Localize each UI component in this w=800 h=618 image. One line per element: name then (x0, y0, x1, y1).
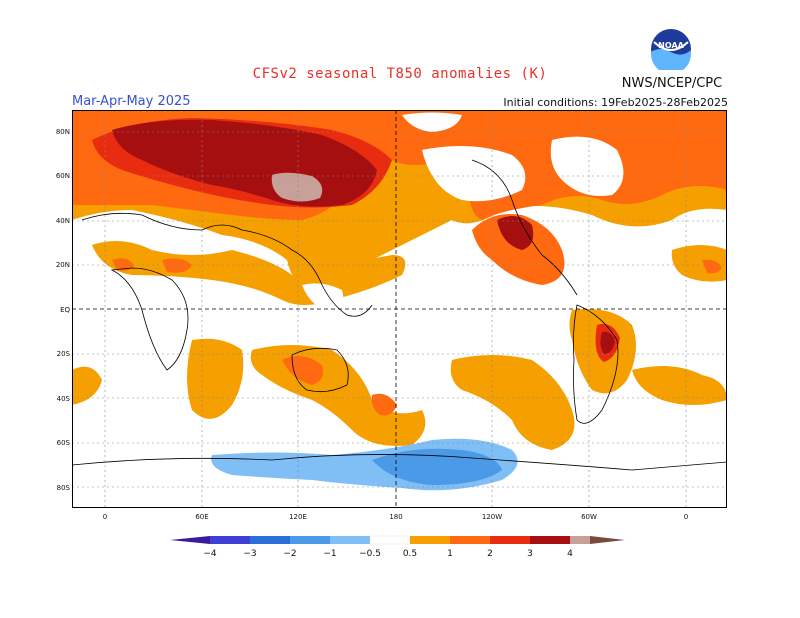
lon-label-0-east: 0 (683, 513, 689, 521)
legend-tick-label: 0.5 (403, 549, 417, 559)
legend-tick-label: −1 (323, 549, 336, 559)
color-legend: −4 −3 −2 −1 −0.5 0.5 1 2 3 4 (170, 535, 625, 559)
lat-label-20n: 20N (55, 261, 70, 269)
lon-label-120e: 120E (289, 513, 307, 521)
initial-conditions-label: Initial conditions: 19Feb2025-28Feb2025 (503, 96, 728, 109)
legend-swatch-8 (490, 536, 530, 544)
legend-tick-label: 1 (447, 549, 453, 559)
lat-label-60s: 60S (56, 439, 70, 447)
lat-label-20s: 20S (56, 350, 70, 358)
legend-swatch-5 (369, 535, 411, 545)
lat-label-40s: 40S (56, 395, 70, 403)
legend-tick-label: 3 (527, 549, 533, 559)
season-label: Mar-Apr-May 2025 (72, 94, 191, 109)
coastlines (72, 159, 727, 471)
lon-label-0-west: 0 (102, 513, 108, 521)
anomaly-map (72, 110, 727, 508)
noaa-logo-text: NOAA (658, 41, 684, 50)
agency-label: NWS/NCEP/CPC (621, 76, 723, 91)
noaa-logo-icon: NOAA (651, 29, 691, 70)
lon-label-180: 180 (389, 513, 403, 521)
legend-swatch-10 (570, 536, 590, 544)
lat-label-80n: 80N (55, 128, 70, 136)
legend-swatch-4 (330, 536, 370, 544)
legend-swatch-7 (450, 536, 490, 544)
legend-tick-label: 2 (487, 549, 493, 559)
legend-swatch-9 (530, 536, 570, 544)
legend-tick-label: −3 (243, 549, 256, 559)
lon-label-60w: 60W (581, 513, 597, 521)
legend-swatch-6 (410, 536, 450, 544)
legend-tick-label: −4 (203, 549, 217, 559)
lat-label-80s: 80S (56, 484, 70, 492)
legend-swatch-min (170, 536, 210, 544)
lon-label-120w: 120W (481, 513, 503, 521)
legend-swatch-1 (210, 536, 250, 544)
lat-label-eq: EQ (60, 306, 70, 314)
legend-tick-label: 4 (567, 549, 573, 559)
graticule (72, 110, 727, 508)
lon-label-60e: 60E (195, 513, 209, 521)
lat-label-60n: 60N (55, 172, 70, 180)
legend-swatch-3 (290, 536, 330, 544)
legend-swatch-max (590, 536, 625, 544)
legend-tick-label: −0.5 (359, 549, 381, 559)
anomaly-north-america (422, 136, 624, 285)
main-axes (72, 110, 727, 508)
legend-tick-label: −2 (283, 549, 296, 559)
lat-label-40n: 40N (55, 217, 70, 225)
map-title: CFSv2 seasonal T850 anomalies (K) (252, 66, 548, 82)
legend-swatch-2 (250, 536, 290, 544)
